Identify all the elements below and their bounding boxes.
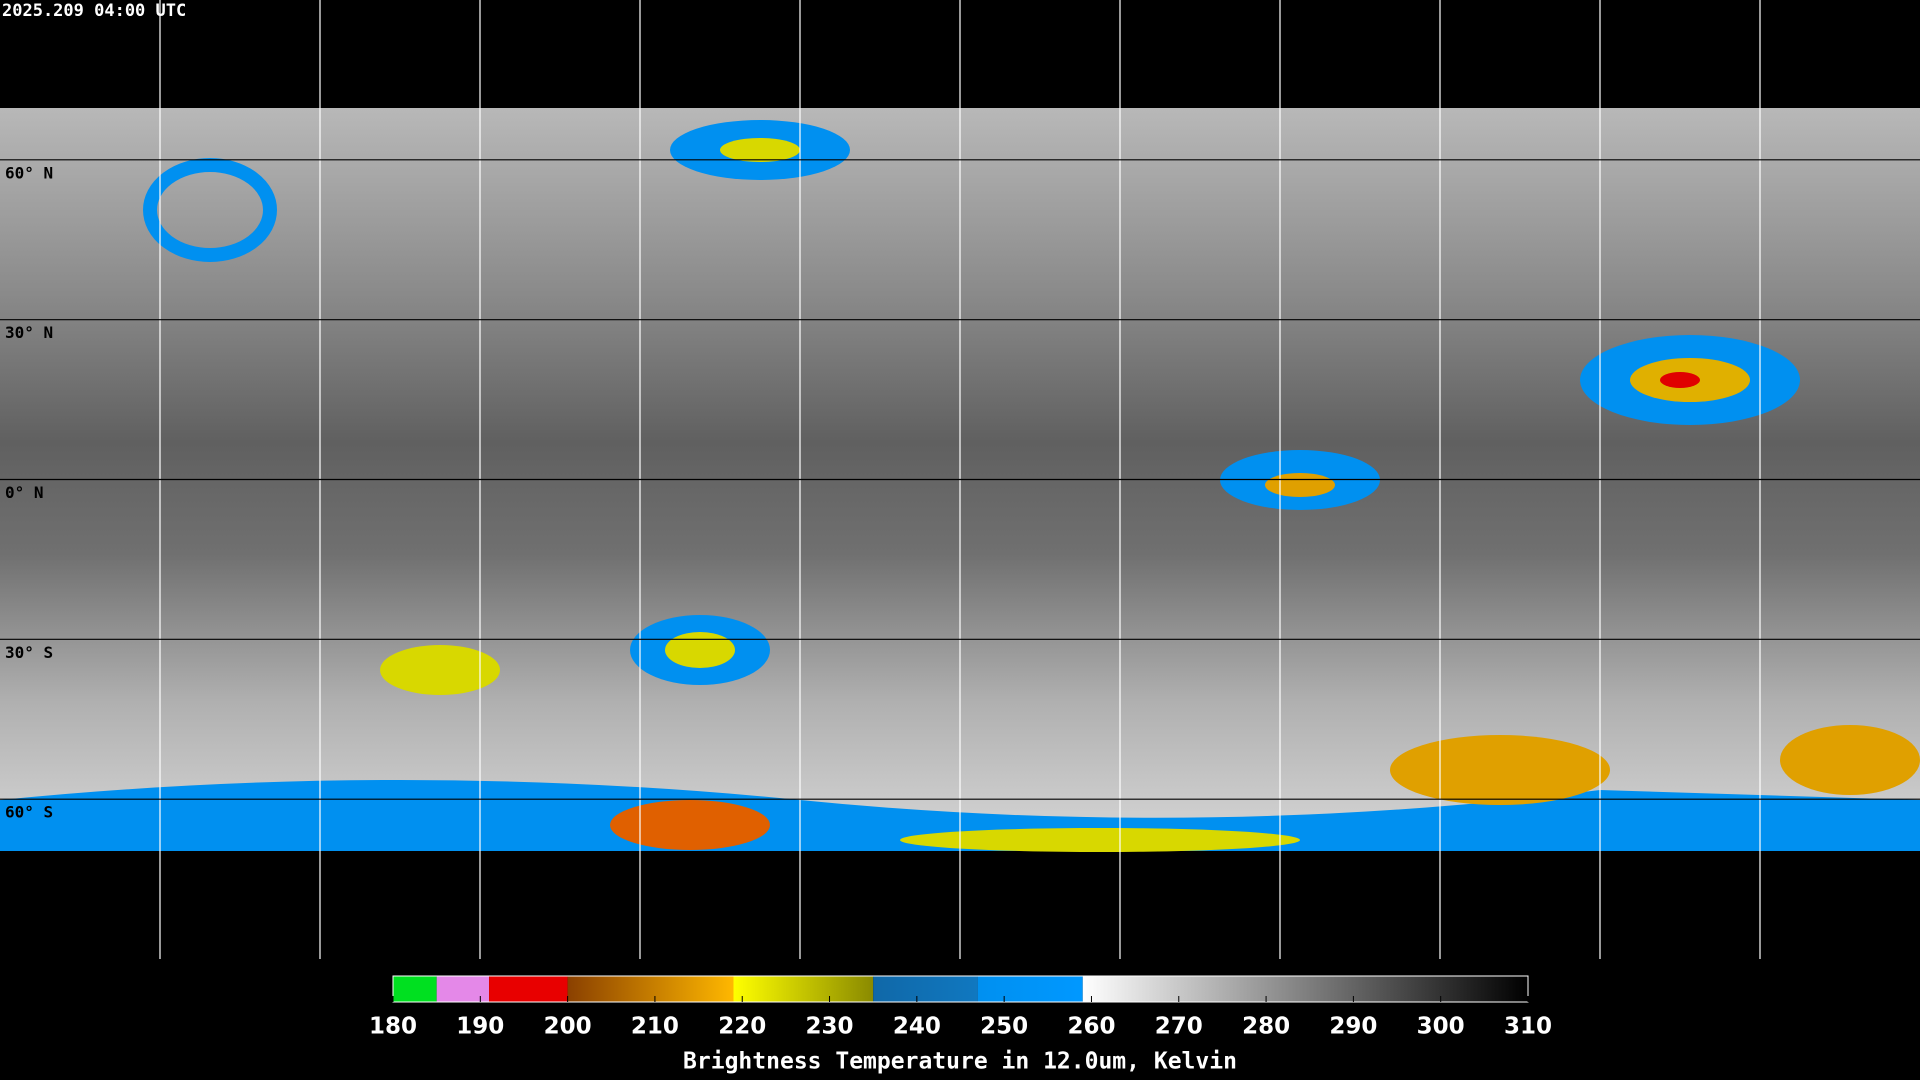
colorbar-tick-label: 290 bbox=[1329, 1014, 1377, 1040]
colorbar-segment bbox=[977, 976, 1083, 1002]
colorbar-segment bbox=[393, 976, 437, 1002]
colorbar-label: Brightness Temperature in 12.0um, Kelvin bbox=[683, 1049, 1237, 1075]
latitude-label: 60° S bbox=[5, 803, 53, 822]
colorbar-segment bbox=[1082, 976, 1528, 1002]
colorbar-tick-label: 190 bbox=[456, 1014, 504, 1040]
latitude-label: 30° N bbox=[5, 323, 53, 342]
colorbar-tick-label: 310 bbox=[1504, 1014, 1552, 1040]
colorbar-segment bbox=[873, 976, 978, 1002]
colorbar-tick-label: 280 bbox=[1242, 1014, 1290, 1040]
colorbar-tick-label: 250 bbox=[980, 1014, 1028, 1040]
latitude-label: 60° N bbox=[5, 163, 53, 182]
colorbar-segment bbox=[436, 976, 490, 1002]
latitude-grid: 60° N 30° N 0° N 30° S 60° S bbox=[0, 159, 1920, 822]
colorbar-tick-label: 220 bbox=[718, 1014, 766, 1040]
colorbar-segment bbox=[733, 976, 874, 1002]
colorbar-tick-label: 180 bbox=[369, 1014, 417, 1040]
colorbar-tick-label: 240 bbox=[893, 1014, 941, 1040]
colorbar-segment bbox=[489, 976, 568, 1002]
latitude-label: 30° S bbox=[5, 643, 53, 662]
colorbar-segment bbox=[567, 976, 734, 1002]
colorbar-tick-label: 210 bbox=[631, 1014, 679, 1040]
colorbar-tick-label: 300 bbox=[1417, 1014, 1465, 1040]
colorbar-frame bbox=[392, 975, 1529, 1003]
colorbar: 180 190 200 210 220 230 240 250 260 270 280 290 300 3… bbox=[369, 975, 1552, 1040]
latitude-label: 0° N bbox=[5, 483, 44, 502]
colorbar-tick-label: 230 bbox=[806, 1014, 854, 1040]
colorbar-tick-label: 260 bbox=[1067, 1014, 1115, 1040]
colorbar-tick-label: 200 bbox=[544, 1014, 592, 1040]
colorbar-tick-label: 270 bbox=[1155, 1014, 1203, 1040]
timestamp: 2025.209 04:00 UTC bbox=[2, 1, 186, 21]
